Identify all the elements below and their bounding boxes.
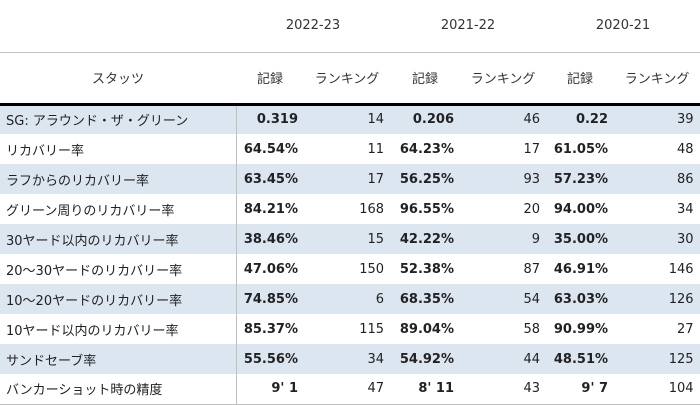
stat-name: 10〜20ヤードのリカバリー率 — [0, 284, 236, 314]
record-value: 52.38% — [399, 261, 455, 277]
ranking-value: 20 — [523, 201, 541, 217]
ranking-value: 168 — [359, 201, 385, 217]
season-header-row: 2022-23 2021-22 2020-21 — [0, 0, 700, 53]
stat-name: SG: アラウンド・ザ・グリーン — [0, 104, 236, 134]
record-value: 42.22% — [390, 224, 461, 254]
stat-name: 30ヤード以内のリカバリー率 — [0, 224, 236, 254]
table-row: SG: アラウンド・ザ・グリーン 0.319 14 0.206 46 0.22 … — [0, 104, 700, 134]
ranking-value: 14 — [304, 104, 391, 134]
record-value: 64.54% — [235, 134, 304, 164]
table-row: サンドセーブ率 55.56% 34 54.92% 44 48.51% 125 — [0, 344, 700, 374]
table-row: 20〜30ヤードのリカバリー率 47.06% 150 52.38% 87 46.… — [0, 254, 700, 284]
ranking-value: 17 — [523, 141, 541, 157]
table-row: ラフからのリカバリー率 63.45% 17 56.25% 93 57.23% 8… — [0, 164, 700, 194]
ranking-column-header: ランキング — [304, 52, 391, 106]
stat-name: サンドセーブ率 — [0, 344, 236, 374]
ranking-value: 104 — [614, 374, 700, 405]
ranking-value: 30 — [614, 224, 700, 254]
ranking-value: 54 — [460, 284, 547, 314]
stat-column-spacer — [0, 0, 236, 53]
stat-name: バンカーショット時の精度 — [0, 374, 236, 405]
record-value: 63.03% — [546, 284, 615, 314]
record-column-header: 記録 — [546, 52, 615, 106]
record-value: 0.206 — [390, 104, 461, 134]
table-row: 10ヤード以内のリカバリー率 85.37% 115 89.04% 58 90.9… — [0, 314, 700, 344]
ranking-value: 6 — [304, 284, 391, 314]
ranking-value: 9 — [460, 224, 547, 254]
ranking-value: 11 — [367, 141, 385, 157]
stat-name: リカバリー率 — [6, 143, 85, 159]
ranking-value: 39 — [614, 104, 700, 134]
stat-name: ラフからのリカバリー率 — [0, 164, 236, 194]
table-row: 10〜20ヤードのリカバリー率 74.85% 6 68.35% 54 63.03… — [0, 284, 700, 314]
record-value: 64.23% — [399, 141, 455, 157]
ranking-value: 150 — [359, 261, 385, 277]
record-value: 96.55% — [399, 201, 455, 217]
season-header-2021-22: 2021-22 — [390, 0, 547, 53]
record-value: 47.06% — [235, 254, 304, 284]
ranking-value: 86 — [614, 164, 700, 194]
record-value: 9' 7 — [546, 374, 615, 405]
table-row: リカバリー率 64.54% 11 64.23% 17 61.05% 48 — [0, 134, 700, 164]
ranking-value: 17 — [304, 164, 391, 194]
stat-name: 20〜30ヤードのリカバリー率 — [6, 263, 183, 279]
ranking-value: 87 — [523, 261, 541, 277]
record-value: 0.319 — [235, 104, 304, 134]
ranking-column-header: ランキング — [614, 52, 700, 106]
ranking-value: 46 — [460, 104, 547, 134]
record-value: 63.45% — [235, 164, 304, 194]
table-row: グリーン周りのリカバリー率 84.21% 168 96.55% 20 94.00… — [0, 194, 700, 224]
record-value: 84.21% — [235, 194, 304, 224]
ranking-value: 15 — [304, 224, 391, 254]
record-value: 55.56% — [235, 344, 304, 374]
ranking-value: 93 — [460, 164, 547, 194]
ranking-value: 58 — [523, 321, 541, 337]
ranking-value: 126 — [614, 284, 700, 314]
record-value: 90.99% — [553, 321, 609, 337]
record-value: 89.04% — [399, 321, 455, 337]
stat-name: 10ヤード以内のリカバリー率 — [6, 323, 179, 339]
ranking-value: 27 — [614, 314, 700, 344]
record-value: 94.00% — [553, 201, 609, 217]
record-value: 68.35% — [390, 284, 461, 314]
record-value: 54.92% — [390, 344, 461, 374]
record-value: 74.85% — [235, 284, 304, 314]
record-value: 35.00% — [546, 224, 615, 254]
record-value: 85.37% — [235, 314, 304, 344]
table-row: バンカーショット時の精度 9' 1 47 8' 11 43 9' 7 104 — [0, 374, 700, 405]
ranking-value: 43 — [460, 374, 547, 405]
stat-column-header: スタッツ — [0, 52, 236, 106]
record-value: 56.25% — [390, 164, 461, 194]
record-value: 9' 1 — [235, 374, 304, 405]
record-value: 8' 11 — [390, 374, 461, 405]
ranking-value: 115 — [359, 321, 385, 337]
record-value: 46.91% — [553, 261, 609, 277]
record-value: 57.23% — [546, 164, 615, 194]
record-column-header: 記録 — [236, 52, 304, 106]
season-header-2020-21: 2020-21 — [546, 0, 700, 53]
record-value: 61.05% — [553, 141, 609, 157]
season-header-2022-23: 2022-23 — [236, 0, 391, 53]
ranking-column-header: ランキング — [460, 52, 547, 106]
record-value: 0.22 — [546, 104, 615, 134]
record-column-header: 記録 — [390, 52, 461, 106]
ranking-value: 47 — [304, 374, 391, 405]
ranking-value: 146 — [614, 254, 700, 284]
table-row: 30ヤード以内のリカバリー率 38.46% 15 42.22% 9 35.00%… — [0, 224, 700, 254]
record-value: 48.51% — [546, 344, 615, 374]
ranking-value: 34 — [304, 344, 391, 374]
column-header-row: スタッツ 記録 ランキング 記録 ランキング 記録 ランキング — [0, 52, 700, 106]
ranking-value: 125 — [614, 344, 700, 374]
record-value: 38.46% — [235, 224, 304, 254]
ranking-value: 48 — [614, 134, 700, 164]
ranking-value: 34 — [614, 194, 700, 224]
stat-name: グリーン周りのリカバリー率 — [6, 203, 175, 219]
ranking-value: 44 — [460, 344, 547, 374]
